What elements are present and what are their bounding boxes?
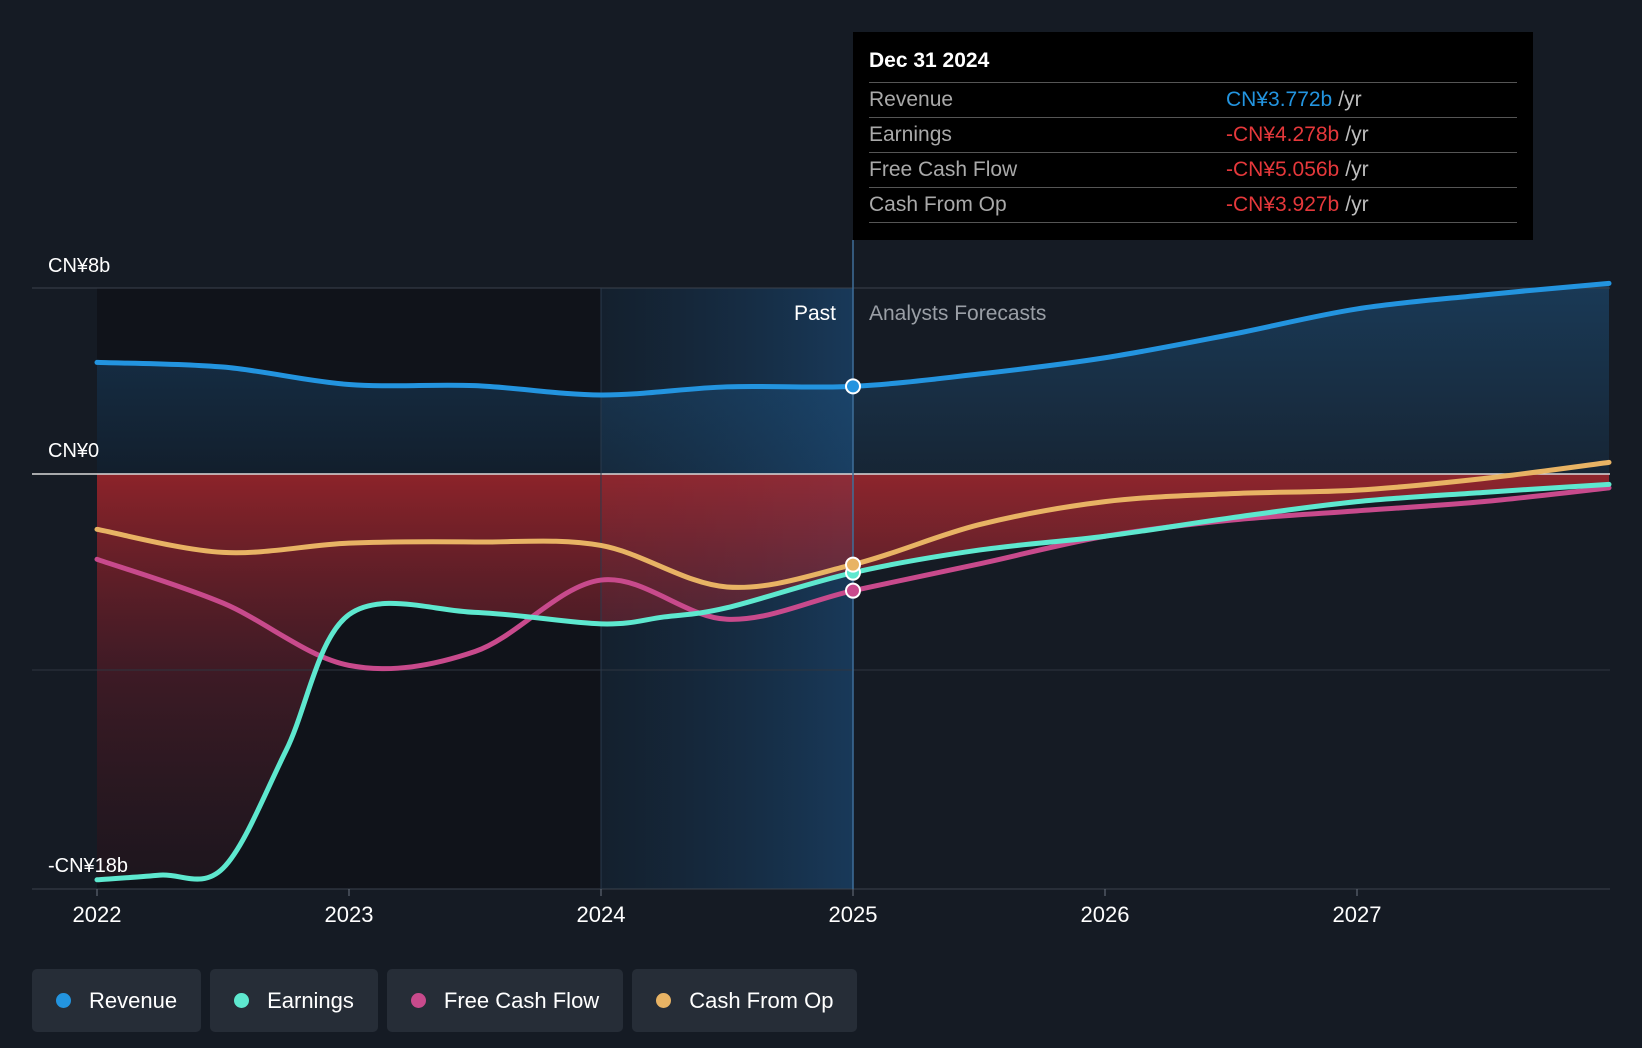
x-tick-label: 2024: [577, 902, 626, 927]
y-tick-label: CN¥8b: [48, 255, 110, 277]
legend-item-cash-from-op[interactable]: Cash From Op: [632, 969, 858, 1032]
y-tick-label: -CN¥18b: [48, 855, 128, 877]
hover-tooltip: Dec 31 2024 Revenue CN¥3.772b/yr Earnings -…: [853, 32, 1533, 240]
tooltip-value: -CN¥5.056b: [1226, 158, 1340, 181]
tooltip-label: Earnings: [869, 123, 952, 146]
past-label: Past: [794, 302, 836, 325]
tooltip-value: -CN¥3.927b: [1226, 193, 1340, 216]
legend-label: Free Cash Flow: [443, 987, 600, 1013]
tooltip-value: -CN¥4.278b: [1226, 123, 1340, 146]
tooltip-row: Revenue CN¥3.772b/yr: [869, 83, 1517, 118]
tooltip-value: CN¥3.772b: [1226, 88, 1333, 111]
marker-cash-from-op: [845, 556, 861, 573]
series-line-earnings: [94, 481, 1612, 883]
tooltip-label: Revenue: [869, 88, 954, 111]
legend-dot-icon: [56, 993, 71, 1008]
tooltip-label: Free Cash Flow: [869, 158, 1018, 181]
legend-item-free-cash-flow[interactable]: Free Cash Flow: [386, 969, 624, 1032]
legend-dot-icon: [656, 993, 672, 1008]
x-tick-label: 2025: [829, 902, 878, 927]
tooltip-unit: /yr: [1338, 88, 1362, 111]
marker-free-cash-flow: [845, 582, 861, 599]
x-tick-label: 2022: [73, 902, 122, 927]
tooltip-unit: /yr: [1345, 193, 1369, 216]
x-tick-label: 2023: [325, 902, 374, 927]
legend-item-revenue[interactable]: Revenue: [32, 969, 202, 1032]
y-tick-label: CN¥0: [48, 440, 99, 462]
x-tick-label: 2026: [1081, 902, 1130, 927]
revenue-area: [97, 283, 1609, 474]
negative-area: [97, 474, 1609, 880]
legend-dot-icon: [410, 993, 426, 1008]
tooltip-row: Earnings -CN¥4.278b/yr: [869, 118, 1517, 153]
forecast-label: Analysts Forecasts: [869, 302, 1046, 325]
chart: 2022 2023 2024 2025 2026 2027 CN¥8b CN¥0 -CN¥18b…: [32, 240, 1612, 927]
tooltip-date: Dec 31 2024: [869, 46, 1517, 83]
tooltip-label: Cash From Op: [869, 193, 1007, 216]
tooltip-unit: /yr: [1345, 158, 1369, 181]
legend: Revenue Earnings Free Cash Flow Cash From O…: [32, 969, 858, 1032]
legend-label: Cash From Op: [689, 987, 834, 1013]
legend-label: Earnings: [267, 987, 354, 1013]
tooltip-row: Free Cash Flow -CN¥5.056b/yr: [869, 153, 1517, 188]
legend-dot-icon: [234, 993, 250, 1008]
legend-label: Revenue: [89, 987, 178, 1013]
legend-item-earnings[interactable]: Earnings: [210, 969, 378, 1032]
tooltip-row: Cash From Op -CN¥3.927b/yr: [869, 188, 1517, 223]
tooltip-unit: /yr: [1345, 123, 1369, 146]
marker-revenue: [845, 378, 861, 395]
x-tick-label: 2027: [1333, 902, 1382, 927]
